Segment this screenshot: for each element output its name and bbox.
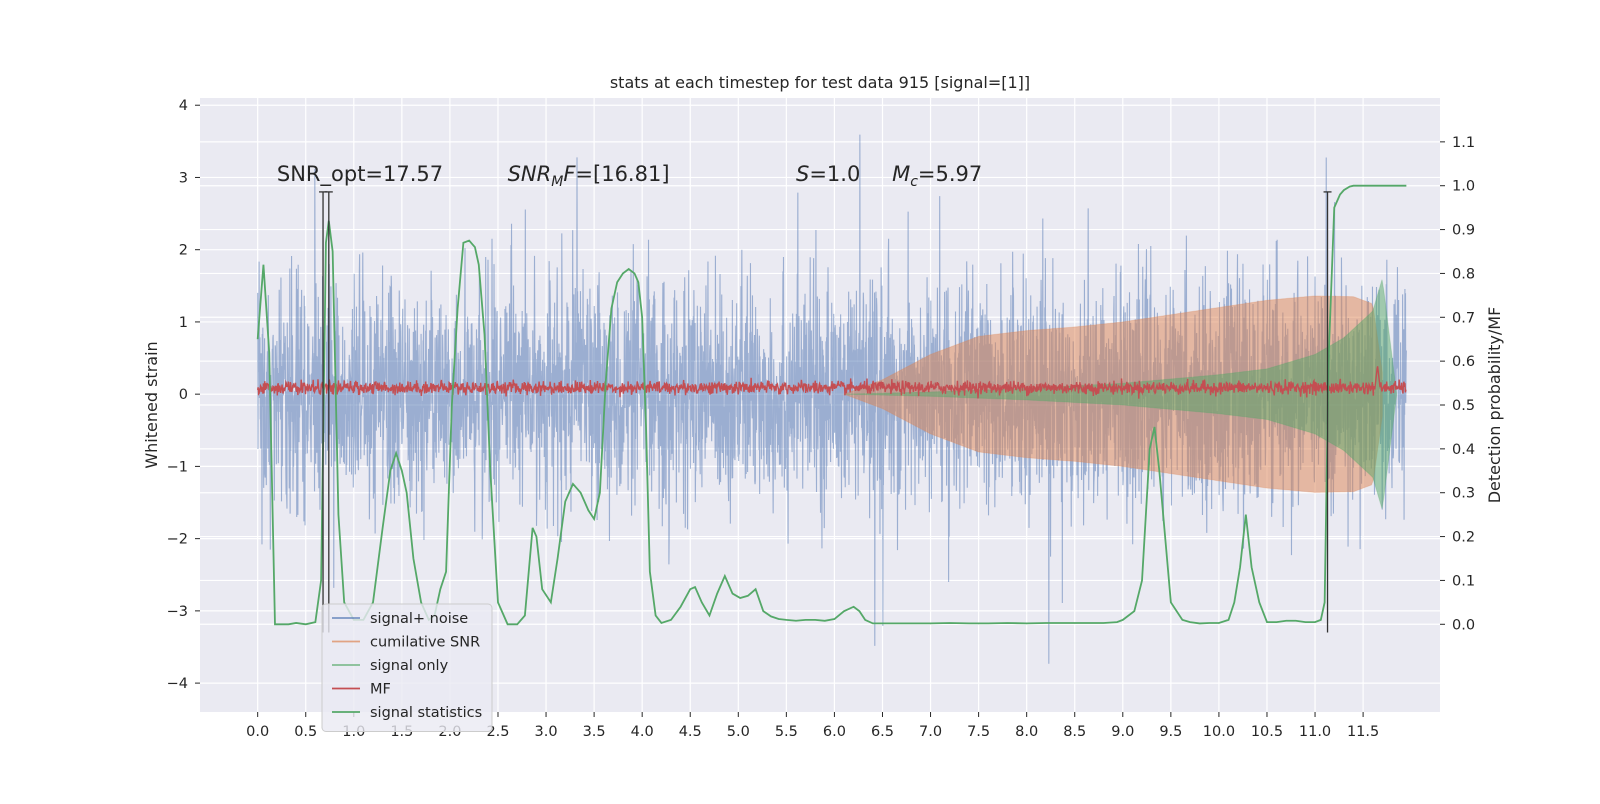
- y2-tick-label: 0.7: [1452, 310, 1475, 326]
- x-tick-label: 6.5: [871, 724, 894, 740]
- y2-tick-label: 1.0: [1452, 179, 1475, 195]
- y2-tick-label: 0.1: [1452, 573, 1475, 589]
- y-tick-label: 3: [179, 170, 188, 186]
- x-tick-label: 5.0: [727, 724, 750, 740]
- legend-label: cumilative SNR: [370, 635, 480, 651]
- legend-label: signal statistics: [370, 705, 482, 721]
- y2-tick-label: 0.5: [1452, 398, 1475, 414]
- x-tick-label: 5.5: [775, 724, 798, 740]
- y-tick-label: −1: [167, 459, 188, 475]
- y2-tick-label: 1.1: [1452, 135, 1475, 151]
- x-tick-label: 7.5: [967, 724, 990, 740]
- annotation-text: S=1.0: [796, 162, 860, 186]
- y2-tick-label: 0.8: [1452, 266, 1475, 282]
- x-tick-label: 10.5: [1251, 724, 1283, 740]
- x-tick-label: 4.0: [631, 724, 654, 740]
- x-tick-label: 8.0: [1015, 724, 1038, 740]
- y-tick-label: −2: [167, 532, 188, 548]
- x-tick-label: 11.5: [1347, 724, 1379, 740]
- annotations: SNR_opt=17.57 SNRMF=[16.81] S=1.0 Mc=5.97: [277, 162, 982, 190]
- x-tick-label: 3.0: [535, 724, 558, 740]
- x-tick-label: 11.0: [1299, 724, 1331, 740]
- y2-axis-label: Detection probability/MF: [1485, 307, 1504, 504]
- series-layer: [256, 134, 1407, 664]
- y2-tick-label: 0.6: [1452, 354, 1475, 370]
- chart-title: stats at each timestep for test data 915…: [610, 73, 1030, 92]
- x-tick-label: 9.5: [1159, 724, 1182, 740]
- legend-label: signal+ noise: [370, 611, 468, 627]
- x-tick-label: 0.0: [246, 724, 269, 740]
- x-tick-label: 9.0: [1111, 724, 1134, 740]
- vertical-lines: [319, 191, 1332, 633]
- x-tick-label: 4.5: [679, 724, 702, 740]
- x-tick-label: 7.0: [919, 724, 942, 740]
- y-tick-label: 2: [179, 243, 188, 259]
- legend-label: signal only: [370, 658, 449, 674]
- y-axis-ticks: −4 −3 −2 −1 0 1 2 3 4: [167, 98, 200, 692]
- y-tick-label: 4: [179, 98, 188, 114]
- annotation-text: SNR_opt=17.57: [277, 162, 443, 187]
- y2-tick-label: 0.2: [1452, 530, 1475, 546]
- series-signal-statistics: [256, 184, 1407, 626]
- y2-tick-label: 0.0: [1452, 617, 1475, 633]
- annotation-text: SNRMF=[16.81]: [508, 162, 670, 190]
- y2-tick-label: 0.9: [1452, 223, 1475, 239]
- legend-box: [321, 603, 493, 732]
- x-tick-label: 6.0: [823, 724, 846, 740]
- y-axis-label: Whitened strain: [142, 341, 161, 468]
- y-tick-label: 1: [179, 315, 188, 331]
- x-tick-label: 0.5: [294, 724, 317, 740]
- y2-tick-label: 0.3: [1452, 486, 1475, 502]
- x-tick-label: 8.5: [1063, 724, 1086, 740]
- y2-axis-ticks: 0.0 0.1 0.2 0.3 0.4 0.5 0.6 0.7 0.8 0.9 1.0 1.1: [1440, 135, 1475, 633]
- series-mf: [256, 366, 1407, 399]
- x-tick-label: 3.5: [583, 724, 606, 740]
- legend: signal+ noise cumilative SNR signal only MF…: [321, 603, 493, 732]
- y-tick-label: −4: [167, 676, 188, 692]
- y-tick-label: −3: [167, 604, 188, 620]
- y2-tick-label: 0.4: [1452, 442, 1475, 458]
- annotation-text: Mc=5.97: [892, 162, 982, 190]
- x-tick-label: 10.0: [1203, 724, 1235, 740]
- legend-label: MF: [370, 682, 391, 698]
- y-tick-label: 0: [179, 387, 188, 403]
